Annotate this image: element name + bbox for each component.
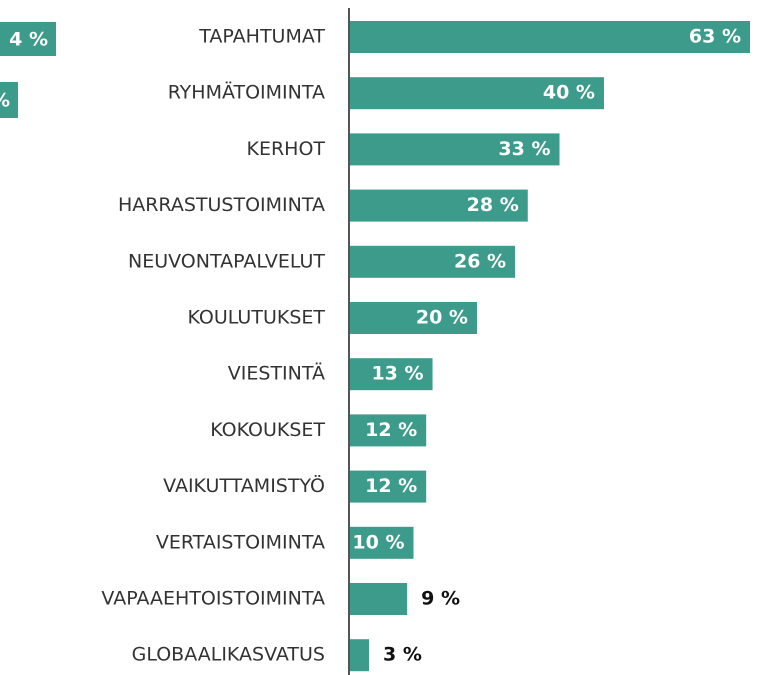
cropped-bar [0, 22, 56, 56]
bar [350, 77, 604, 110]
bar [350, 189, 528, 222]
category-label: HARRASTUSTOIMINTA [118, 194, 325, 216]
value-label: 40 % [543, 82, 595, 104]
category-label: TAPAHTUMAT [198, 26, 325, 48]
category-label: VERTAISTOIMINTA [156, 531, 325, 553]
cropped-label: % [0, 90, 10, 112]
bar [350, 414, 427, 447]
bar [350, 245, 516, 278]
category-label: KERHOT [246, 138, 325, 160]
category-label: KOULUTUKSET [188, 307, 326, 329]
category-label: GLOBAALIKASVATUS [132, 644, 325, 666]
bar [350, 358, 433, 391]
value-label: 13 % [371, 363, 423, 385]
category-label: RYHMÄTOIMINTA [168, 81, 325, 104]
cropped-bar [0, 82, 18, 118]
value-label: 28 % [467, 194, 519, 216]
value-label: 20 % [416, 307, 468, 329]
category-label: VAIKUTTAMISTYÖ [163, 474, 325, 497]
category-label: KOKOUKSET [210, 419, 325, 441]
value-label: 63 % [689, 26, 741, 48]
bar [350, 470, 427, 503]
bar [350, 526, 414, 559]
category-label: VIESTINTÄ [228, 362, 325, 385]
value-label: 12 % [365, 419, 417, 441]
value-label: 3 % [383, 644, 422, 666]
value-label: 12 % [365, 475, 417, 497]
category-label: NEUVONTAPALVELUT [128, 250, 325, 272]
bar [350, 583, 408, 615]
value-label: 33 % [498, 138, 550, 160]
cropped-label: 4 % [9, 29, 48, 51]
bar [350, 133, 560, 166]
bar [350, 21, 750, 53]
bar [350, 639, 370, 672]
bar [350, 302, 477, 334]
value-label: 26 % [454, 250, 506, 272]
value-label: 10 % [352, 531, 404, 553]
value-label: 9 % [421, 588, 460, 610]
category-label: VAPAAEHTOISTOIMINTA [101, 588, 325, 610]
